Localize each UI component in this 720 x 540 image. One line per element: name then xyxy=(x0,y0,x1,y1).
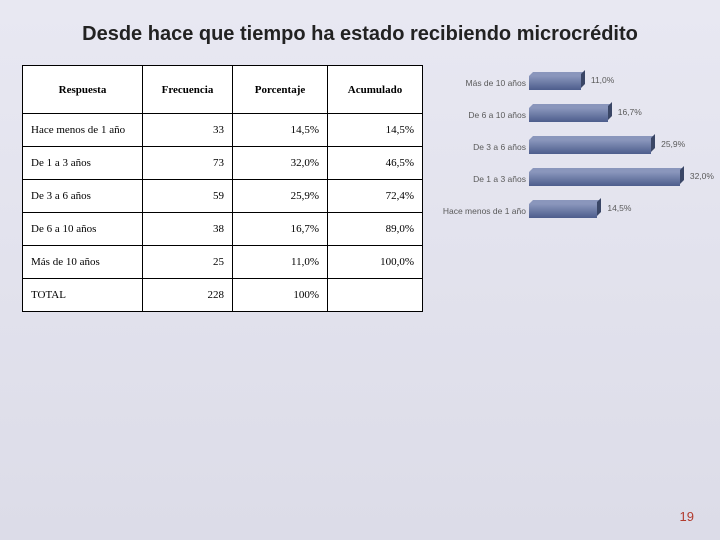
cell-frecuencia: 73 xyxy=(143,147,233,180)
cell-respuesta: De 3 a 6 años xyxy=(23,180,143,213)
cell-respuesta: Hace menos de 1 año xyxy=(23,114,143,147)
cell-porcentaje: 100% xyxy=(233,279,328,312)
cell-respuesta: De 1 a 3 años xyxy=(23,147,143,180)
chart-row: Hace menos de 1 año 14,5% xyxy=(431,197,701,225)
chart-bar: 25,9% xyxy=(529,136,701,158)
chart-category-label: De 3 a 6 años xyxy=(431,143,529,152)
chart-value-label: 11,0% xyxy=(591,75,614,85)
cell-acumulado xyxy=(328,279,423,312)
col-header-acumulado: Acumulado xyxy=(328,66,423,114)
chart-category-label: De 6 a 10 años xyxy=(431,111,529,120)
chart-category-label: De 1 a 3 años xyxy=(431,175,529,184)
cell-porcentaje: 25,9% xyxy=(233,180,328,213)
chart-bar: 16,7% xyxy=(529,104,701,126)
data-table: Respuesta Frecuencia Porcentaje Acumulad… xyxy=(22,65,423,312)
chart-value-label: 16,7% xyxy=(618,107,642,117)
page-number: 19 xyxy=(680,509,694,524)
chart-value-label: 32,0% xyxy=(690,171,714,181)
table-row: Hace menos de 1 año 33 14,5% 14,5% xyxy=(23,114,423,147)
cell-porcentaje: 32,0% xyxy=(233,147,328,180)
slide-title: Desde hace que tiempo ha estado recibien… xyxy=(0,0,720,53)
col-header-respuesta: Respuesta xyxy=(23,66,143,114)
chart-bar: 11,0% xyxy=(529,72,701,94)
chart-category-label: Más de 10 años xyxy=(431,79,529,88)
table-row: De 1 a 3 años 73 32,0% 46,5% xyxy=(23,147,423,180)
cell-respuesta: TOTAL xyxy=(23,279,143,312)
cell-respuesta: De 6 a 10 años xyxy=(23,213,143,246)
table-row-total: TOTAL 228 100% xyxy=(23,279,423,312)
col-header-porcentaje: Porcentaje xyxy=(233,66,328,114)
chart-value-label: 25,9% xyxy=(661,139,685,149)
cell-frecuencia: 228 xyxy=(143,279,233,312)
chart-category-label: Hace menos de 1 año xyxy=(431,207,529,216)
chart-row: Más de 10 años 11,0% xyxy=(431,69,701,97)
cell-porcentaje: 16,7% xyxy=(233,213,328,246)
cell-frecuencia: 25 xyxy=(143,246,233,279)
table-row: De 3 a 6 años 59 25,9% 72,4% xyxy=(23,180,423,213)
chart-row: De 1 a 3 años32,0% xyxy=(431,165,701,193)
table-body: Hace menos de 1 año 33 14,5% 14,5% De 1 … xyxy=(23,114,423,312)
cell-frecuencia: 59 xyxy=(143,180,233,213)
chart-row: De 6 a 10 años 16,7% xyxy=(431,101,701,129)
cell-frecuencia: 33 xyxy=(143,114,233,147)
cell-respuesta: Más de 10 años xyxy=(23,246,143,279)
chart-value-label: 14,5% xyxy=(607,203,631,213)
cell-acumulado: 46,5% xyxy=(328,147,423,180)
bar-chart: Más de 10 años11,0%De 6 a 10 años16,7%De… xyxy=(431,65,701,245)
cell-acumulado: 14,5% xyxy=(328,114,423,147)
cell-porcentaje: 14,5% xyxy=(233,114,328,147)
table-row: De 6 a 10 años 38 16,7% 89,0% xyxy=(23,213,423,246)
chart-row: De 3 a 6 años 25,9% xyxy=(431,133,701,161)
chart-bar: 14,5% xyxy=(529,200,701,222)
chart-bar: 32,0% xyxy=(529,168,701,190)
cell-acumulado: 72,4% xyxy=(328,180,423,213)
cell-frecuencia: 38 xyxy=(143,213,233,246)
cell-porcentaje: 11,0% xyxy=(233,246,328,279)
content-row: Respuesta Frecuencia Porcentaje Acumulad… xyxy=(0,53,720,312)
cell-acumulado: 100,0% xyxy=(328,246,423,279)
col-header-frecuencia: Frecuencia xyxy=(143,66,233,114)
table-row: Más de 10 años 25 11,0% 100,0% xyxy=(23,246,423,279)
cell-acumulado: 89,0% xyxy=(328,213,423,246)
table-header-row: Respuesta Frecuencia Porcentaje Acumulad… xyxy=(23,66,423,114)
